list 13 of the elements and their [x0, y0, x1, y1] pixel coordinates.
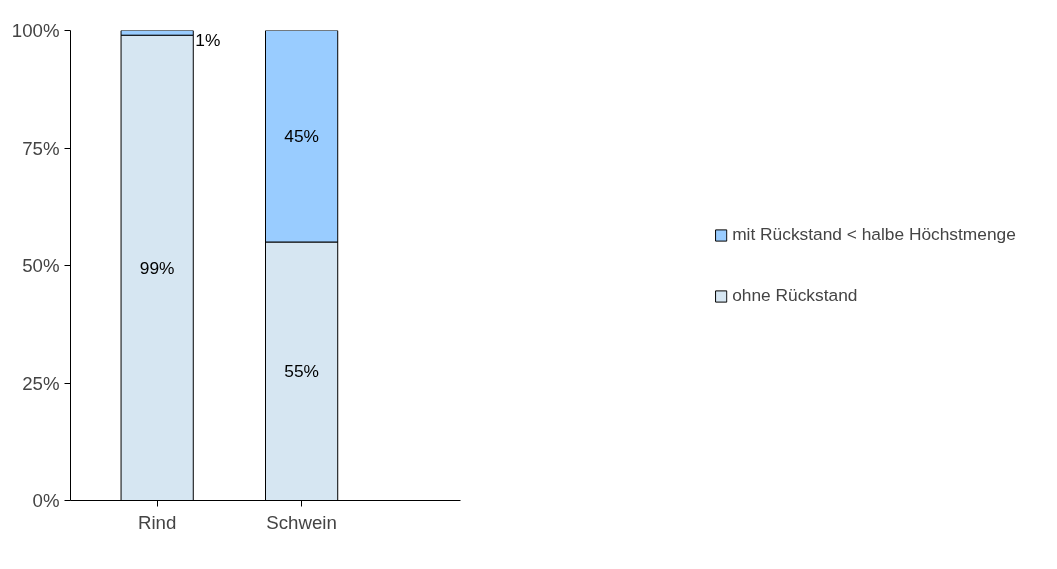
y-tick-label: 100% — [11, 20, 60, 41]
legend-label: ohne Rückstand — [732, 285, 858, 306]
y-tick-label: 0% — [32, 490, 60, 511]
x-tick-label: Schwein — [266, 511, 337, 533]
data-label: 55% — [284, 361, 319, 382]
data-label: 99% — [139, 257, 175, 278]
y-tick-label: 25% — [22, 372, 60, 394]
data-label: 45% — [284, 126, 319, 147]
legend-label: mit Rückstand < halbe Höchstmenge — [732, 224, 1016, 245]
data-label: 1% — [195, 29, 221, 50]
x-tick-label: Rind — [137, 511, 177, 533]
y-tick-label: 50% — [22, 255, 60, 276]
y-tick-label: 75% — [22, 137, 60, 159]
